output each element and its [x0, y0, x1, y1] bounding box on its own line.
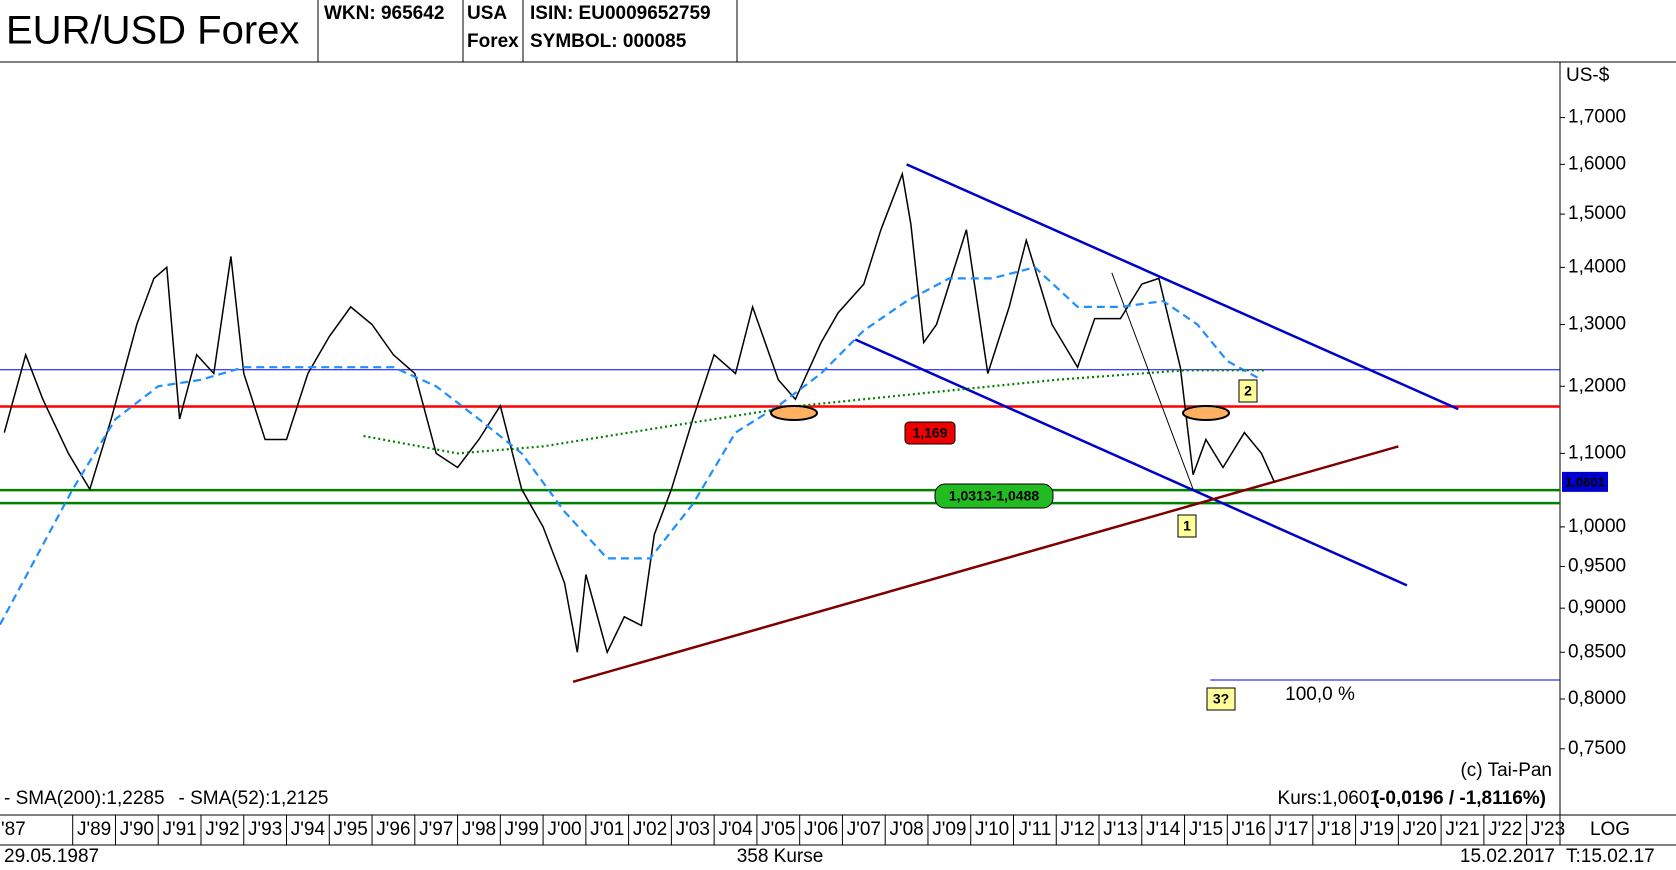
market: Forex [467, 31, 519, 52]
x-tick-label: J'12 [1061, 819, 1095, 840]
x-tick-label: J'04 [718, 819, 753, 840]
x-tick-label: J'98 [462, 819, 496, 840]
x-tick-label: J'93 [248, 819, 282, 840]
x-tick-label: J'21 [1445, 819, 1479, 840]
last-price-label: 1,0601 [1565, 474, 1605, 489]
marker-ellipse [770, 405, 818, 421]
trend-line [1111, 272, 1194, 490]
mark-label: 1 [1183, 518, 1191, 534]
x-tick-label: J'90 [120, 819, 154, 840]
y-tick-label: 0,9500 [1568, 555, 1626, 576]
y-tick-label: 1,3000 [1568, 314, 1626, 335]
x-tick-label: J'91 [162, 819, 196, 840]
series-line [3, 171, 1275, 655]
x-tick-label: J'14 [1146, 819, 1181, 840]
end-date: 15.02.2017 [1460, 846, 1555, 867]
y-tick-label: 1,5000 [1568, 203, 1626, 224]
wkn: WKN: 965642 [324, 3, 444, 24]
x-tick-label: J'19 [1360, 819, 1394, 840]
x-tick-label: J'18 [1317, 819, 1351, 840]
start-date: 29.05.1987 [4, 846, 99, 867]
count: 358 Kurse [737, 846, 824, 867]
target-label: 100,0 % [1285, 684, 1355, 705]
trend-line [572, 445, 1399, 684]
y-tick-label: 1,0000 [1568, 516, 1626, 537]
x-tick-label: J'92 [205, 819, 239, 840]
x-tick-label: J'09 [932, 819, 966, 840]
legend-entry: - SMA(52):1,2125 [179, 788, 329, 809]
resistance-label: 1,169 [912, 425, 947, 441]
x-tick-label: J'20 [1403, 819, 1437, 840]
x-tick-label: J'89 [77, 819, 111, 840]
x-tick-label: J'97 [419, 819, 453, 840]
x-tick-label: J'94 [291, 819, 326, 840]
support-label-box [934, 483, 1054, 509]
time: T:15.02.17 [1566, 846, 1655, 867]
header [0, 0, 1676, 63]
x-tick-label: J'16 [1232, 819, 1266, 840]
x-tick-label: J'06 [804, 819, 838, 840]
symbol: SYMBOL: 000085 [530, 31, 687, 52]
x-tick-label: J'11 [1018, 819, 1051, 840]
scale-type: LOG [1590, 819, 1630, 840]
x-tick-label: J'17 [1274, 819, 1308, 840]
mark-label-box [1177, 514, 1197, 538]
x-tick-label: J'99 [505, 819, 539, 840]
y-tick-label: 0,9000 [1568, 597, 1626, 618]
x-tick-label: J'23 [1531, 819, 1565, 840]
x-tick-label: J'10 [975, 819, 1009, 840]
y-tick-label: 1,1000 [1568, 442, 1626, 463]
y-tick-label: 0,8500 [1568, 641, 1626, 662]
plot-area: 1,169 1,0313-1,0488 1 2 3? 100,0 % [0, 163, 1560, 711]
country: USA [467, 3, 507, 24]
x-tick-label: J'00 [547, 819, 581, 840]
x-tick-label: J'96 [376, 819, 410, 840]
trend-line [854, 338, 1408, 587]
isin: ISIN: EU0009652759 [530, 3, 711, 24]
x-tick-label: J'02 [633, 819, 667, 840]
x-tick-label: J'01 [590, 819, 624, 840]
mark-label-box [1238, 379, 1258, 403]
x-tick-label: J'15 [1189, 819, 1223, 840]
last-price-box [1562, 471, 1608, 492]
copyright: (c) Tai-Pan [1460, 760, 1552, 781]
x-tick-label: J'13 [1103, 819, 1137, 840]
y-tick-label: 1,6000 [1568, 153, 1626, 174]
x-tick-label: J'05 [761, 819, 795, 840]
x-tick-label: J'07 [847, 819, 881, 840]
resistance-label-box [904, 421, 956, 445]
x-tick-label: J'87 [0, 819, 26, 840]
x-tick-label: J'22 [1488, 819, 1522, 840]
kurs: Kurs:1,0601 [1278, 788, 1380, 809]
chart-title: EUR/USD Forex [6, 9, 299, 53]
x-tick-label: J'95 [334, 819, 368, 840]
support-label: 1,0313-1,0488 [949, 488, 1040, 504]
y-tick-label: 0,7500 [1568, 738, 1626, 759]
y-tick-label: 1,7000 [1568, 107, 1626, 128]
y-unit: US-$ [1566, 65, 1610, 86]
y-tick-label: 0,8000 [1568, 688, 1626, 709]
mark-label: 2 [1244, 383, 1252, 399]
y-tick-label: 1,2000 [1568, 375, 1626, 396]
mark-label: 3? [1213, 691, 1229, 707]
x-tick-label: J'08 [889, 819, 923, 840]
y-tick-label: 1,4000 [1568, 256, 1626, 277]
trend-line [906, 163, 1459, 411]
mark-label-box [1206, 687, 1236, 711]
change: (-0,0196 / -1,8116%) [1373, 788, 1546, 809]
x-tick-label: J'03 [676, 819, 710, 840]
series-line [0, 266, 1263, 626]
marker-ellipse [1182, 405, 1230, 421]
legend-entry: - SMA(200):1,2285 [4, 788, 165, 809]
